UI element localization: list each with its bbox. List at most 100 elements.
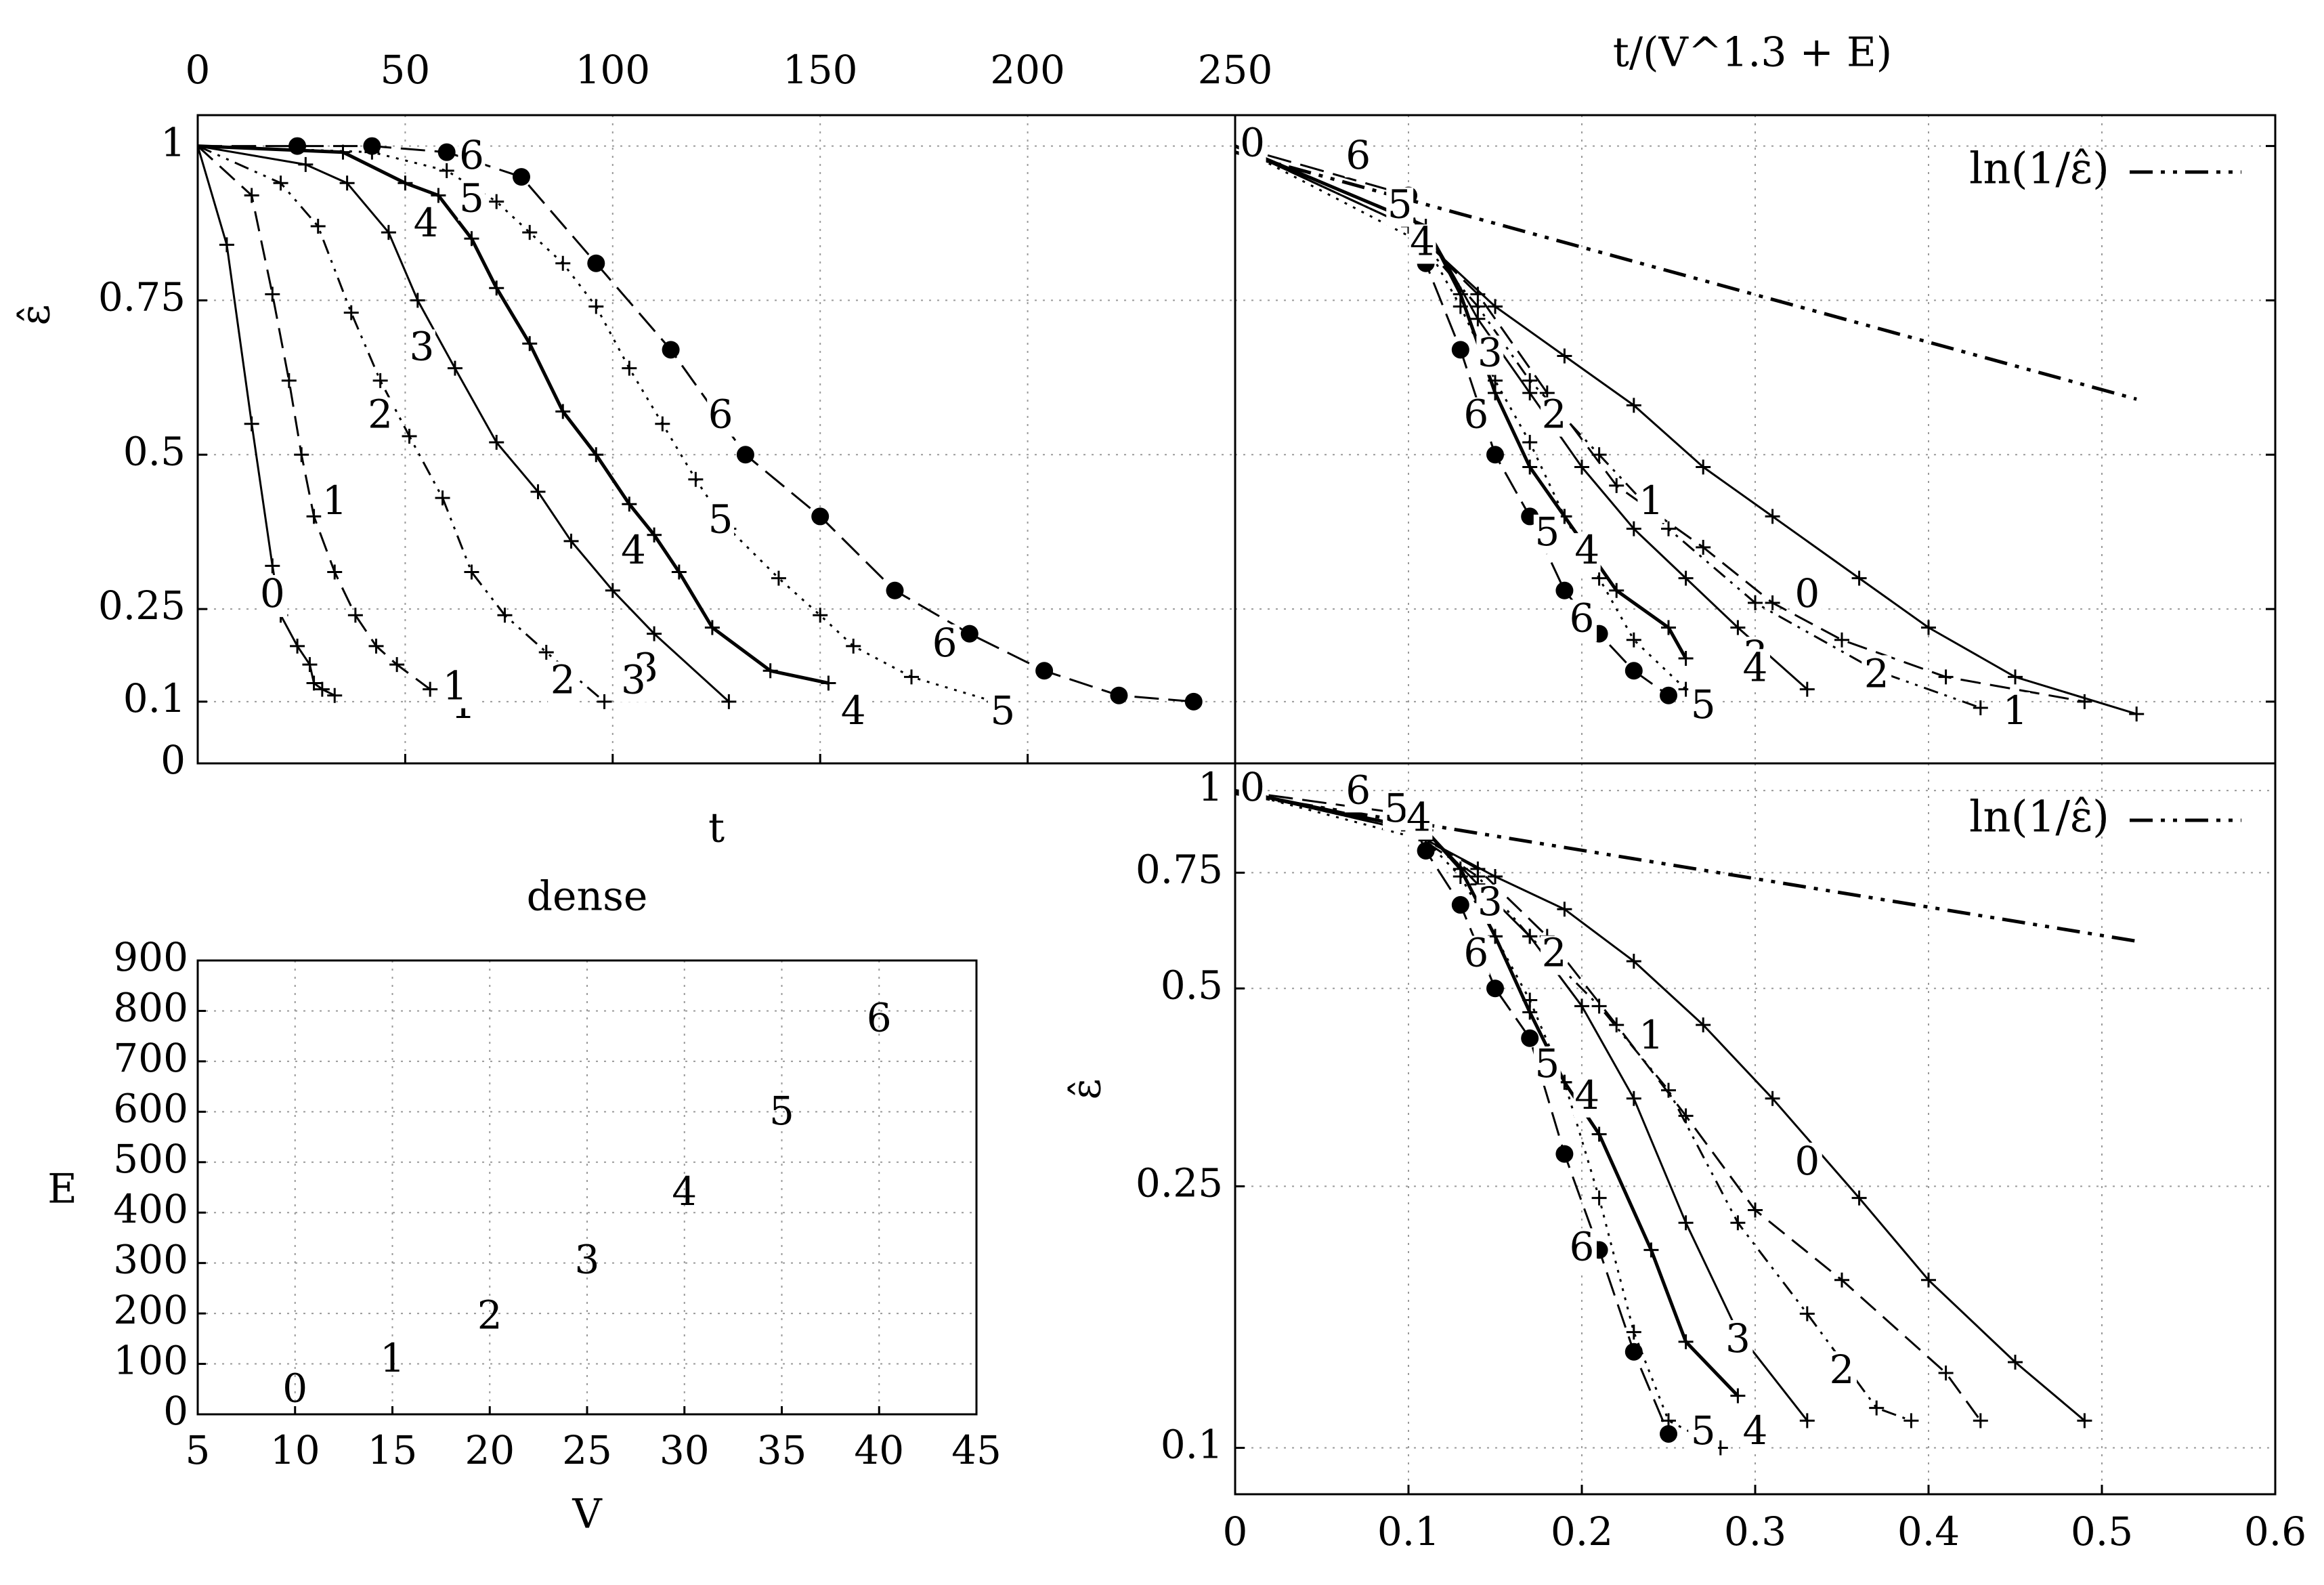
annotation-bg <box>1344 773 1372 813</box>
series-3-point <box>410 293 425 308</box>
x-tick-label: 250 <box>1198 47 1273 93</box>
series-2-point <box>1799 1306 1815 1322</box>
series-line-6 <box>1234 789 1670 1435</box>
series-0-point <box>244 416 259 431</box>
series-label-bg <box>930 624 960 667</box>
curve-annotation: 6 <box>1463 392 1488 438</box>
series-label-bg <box>1740 1412 1770 1454</box>
series-6-point <box>587 254 605 272</box>
annotation-bg <box>366 397 394 437</box>
series-3-point <box>489 435 504 450</box>
series-4-point <box>1522 459 1538 475</box>
series-3-point <box>298 156 314 172</box>
series-3-point <box>1522 929 1538 944</box>
y-axis-label: ε̂ <box>12 304 60 325</box>
curve-annotation: 2 <box>1542 392 1567 438</box>
series-1-point <box>1834 632 1849 648</box>
series-0-point <box>2129 706 2145 722</box>
series-0-point <box>306 675 322 691</box>
series-label-2: 2 <box>1864 650 1889 696</box>
series-5-point <box>555 255 571 271</box>
series-5-point <box>588 299 604 314</box>
curve-annotation: 6 <box>1346 767 1371 813</box>
y-tick-label: 0.5 <box>123 428 186 474</box>
series-3-point <box>1470 311 1486 326</box>
series-5-point <box>846 638 861 654</box>
series-0-point <box>1488 869 1503 885</box>
scatter-point-2: 2 <box>477 1292 502 1338</box>
x-tick-label: 150 <box>783 47 858 93</box>
curve-annotation: 5 <box>1534 509 1559 555</box>
series-1-point <box>1973 1413 1988 1429</box>
series-0-point <box>290 638 305 654</box>
series-6-point <box>1624 1343 1643 1361</box>
series-4-point <box>1643 1242 1659 1258</box>
series-4-point <box>555 404 571 419</box>
series-label-bg <box>1636 1016 1666 1059</box>
series-0-point <box>1921 620 1936 635</box>
curve-annotation: 4 <box>414 200 439 246</box>
dense-title: dense <box>527 873 648 921</box>
scatter-point-6: 6 <box>867 994 892 1040</box>
annotation-bg <box>1386 187 1414 227</box>
y-tick-label: 0.1 <box>1161 1422 1223 1468</box>
annotation-bg <box>1476 335 1504 375</box>
curve-annotation: 6 <box>708 392 733 438</box>
x-axis-label: V <box>572 1491 603 1538</box>
scatter-point-0: 0 <box>282 1366 307 1412</box>
series-line-ln <box>1234 791 2137 943</box>
series-0-point <box>1765 509 1780 524</box>
x-tick-label: 40 <box>854 1427 904 1473</box>
curve-annotation: 2 <box>368 392 393 438</box>
series-6-point <box>1110 686 1128 704</box>
top-left-frame <box>196 114 1236 765</box>
x-tick-label: 0.5 <box>2071 1508 2133 1555</box>
series-5-point <box>522 225 538 240</box>
x-tick-label: 50 <box>380 47 430 93</box>
annotation-bg <box>441 669 469 709</box>
series-line-3 <box>1234 145 1808 690</box>
series-label-3: 3 <box>1725 1315 1750 1361</box>
x-tick-label: 100 <box>575 47 650 93</box>
series-4-point <box>671 564 687 580</box>
curve-annotation: 5 <box>1384 785 1409 831</box>
series-line-1 <box>1234 789 1982 1422</box>
annotation-bg <box>1239 770 1266 810</box>
x-tick-label: 10 <box>270 1427 320 1473</box>
series-5-point <box>439 163 454 179</box>
legend-label: ln(1/ε̂) <box>1969 144 2109 194</box>
annotation-bg <box>620 533 647 573</box>
scatter-point-4: 4 <box>672 1168 697 1214</box>
annotation-bg <box>1533 514 1561 554</box>
series-0-point <box>327 688 343 703</box>
x-tick-label: 0.3 <box>1724 1508 1786 1555</box>
x-tick-label: 0.1 <box>1377 1508 1440 1555</box>
series-1-point <box>1834 1272 1849 1288</box>
series-3-point <box>339 175 355 191</box>
annotation-bg <box>707 397 735 437</box>
curve-annotation: 5 <box>459 175 484 221</box>
series-0-point <box>314 681 330 697</box>
y-axis-label: E <box>47 1166 77 1213</box>
series-label-0: 0 <box>1794 1138 1820 1184</box>
series-4-point <box>397 175 413 191</box>
curve-annotation: 1 <box>442 663 467 709</box>
series-2-point <box>310 219 326 234</box>
annotation-bg <box>458 138 486 177</box>
series-label-bg <box>1862 655 1892 698</box>
annotation-bg <box>458 181 486 221</box>
series-line-1 <box>1234 145 2085 703</box>
top-left-panel: 00.10.250.50.751050100150200250012345665… <box>12 47 1273 852</box>
series-1-point <box>347 608 363 623</box>
series-4-point <box>1730 1388 1746 1403</box>
series-1-point <box>1696 540 1711 555</box>
series-label-6: 6 <box>1570 1223 1595 1269</box>
series-6-point <box>363 137 381 155</box>
series-5-point <box>1591 1190 1607 1206</box>
series-6-point <box>960 625 978 643</box>
series-0-point <box>2008 1355 2023 1370</box>
series-2-point <box>402 428 417 444</box>
series-3-point <box>1799 1413 1815 1429</box>
annotation-bg <box>1533 1046 1561 1086</box>
series-4-point <box>489 280 504 296</box>
